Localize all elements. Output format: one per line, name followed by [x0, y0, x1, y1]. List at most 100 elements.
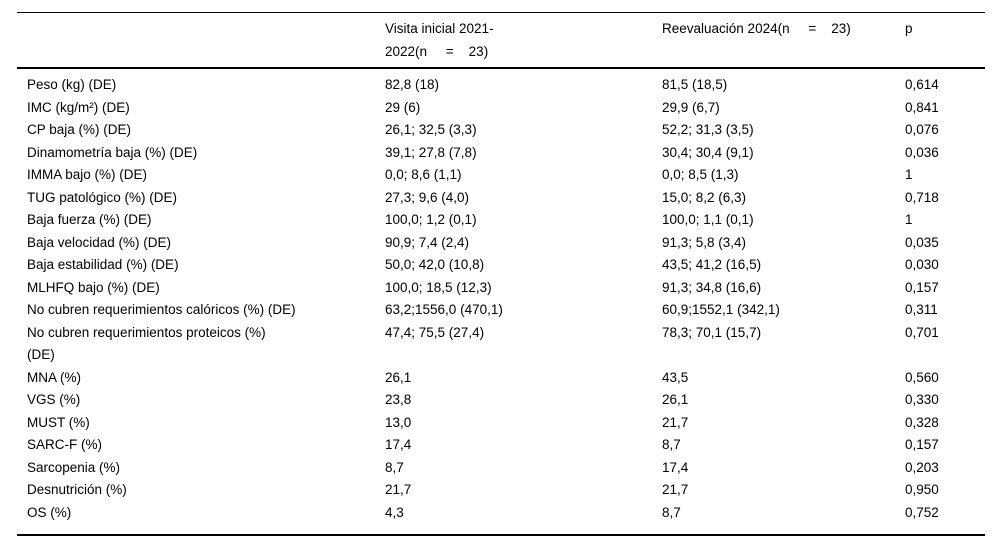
row-label-cell: MLHFQ bajo (%) (DE) [27, 279, 160, 295]
row-label-cell: OS (%) [27, 504, 72, 520]
reevaluacion-cell: 43,5; 41,2 (16,5) [662, 257, 762, 272]
row-label-cell: CP baja (%) (DE) [27, 122, 132, 137]
table-row: Peso (kg) (DE) 82,8 (18) 81,5 (18,5) 0,6… [17, 68, 985, 97]
header-row: Visita inicial 2021- 2022(n = 23) Reeval… [17, 12, 985, 69]
col-header-visita-inicial: Visita inicial 2021- 2022(n = 23) [385, 12, 662, 69]
paper-page: Visita inicial 2021- 2022(n = 23) Reeval… [17, 12, 985, 536]
row-label-cell: Peso (kg) (DE) [27, 77, 117, 92]
visita-inicial-cell: 26,1 [385, 369, 412, 385]
p-value-cell: 0,950 [905, 482, 939, 497]
visita-inicial-cell: 4,3 [385, 504, 404, 520]
row-label-cell: SARC-F (%) [27, 437, 102, 452]
table-row: MNA (%) 26,1 43,5 0,560 [17, 367, 985, 390]
table-row: Desnutrición (%) 21,7 21,7 0,950 [17, 479, 985, 502]
table-row: Baja fuerza (%) (DE) 100,0; 1,2 (0,1) 10… [17, 209, 985, 232]
p-value-cell: 0,752 [905, 504, 939, 520]
reevaluacion-cell: 15,0; 8,2 (6,3) [662, 189, 747, 205]
row-label-cell: Baja estabilidad (%) (DE) [27, 257, 179, 272]
visita-inicial-cell: 39,1; 27,8 (7,8) [385, 144, 477, 160]
table-row: Baja velocidad (%) (DE) 90,9; 7,4 (2,4) … [17, 232, 985, 255]
table-row: Sarcopenia (%) 8,7 17,4 0,203 [17, 457, 985, 480]
visita-inicial-cell: 26,1; 32,5 (3,3) [385, 122, 477, 137]
row-label-cell: MUST (%) [27, 414, 90, 430]
table-row: TUG patológico (%) (DE) 27,3; 9,6 (4,0) … [17, 187, 985, 210]
row-label-cell: No cubren requerimientos calóricos (%) (… [27, 302, 296, 317]
row-label-cell: Desnutrición (%) [27, 482, 127, 497]
row-label-cell: Baja fuerza (%) (DE) [27, 212, 152, 227]
results-table: Visita inicial 2021- 2022(n = 23) Reeval… [17, 12, 985, 536]
reevaluacion-cell: 26,1 [662, 392, 689, 407]
reevaluacion-cell: 8,7 [662, 504, 681, 520]
reevaluacion-cell: 21,7 [662, 414, 689, 430]
col-header-variable [17, 12, 385, 69]
visita-inicial-cell: 23,8 [385, 392, 412, 407]
table-row: Baja estabilidad (%) (DE) 50,0; 42,0 (10… [17, 254, 985, 277]
row-label-cell: TUG patológico (%) (DE) [27, 189, 178, 205]
visita-inicial-cell: 29 (6) [385, 99, 421, 115]
p-value-cell: 0,157 [905, 437, 939, 452]
row-label-cell: VGS (%) [27, 392, 81, 407]
visita-inicial-cell: 100,0; 1,2 (0,1) [385, 212, 477, 227]
table-row: OS (%) 4,3 8,7 0,752 [17, 502, 985, 536]
visita-inicial-cell: 82,8 (18) [385, 77, 440, 92]
reevaluacion-cell: 60,9;1552,1 (342,1) [662, 302, 780, 317]
table-row: SARC-F (%) 17,4 8,7 0,157 [17, 434, 985, 457]
table-row: VGS (%) 23,8 26,1 0,330 [17, 389, 985, 412]
visita-inicial-cell: 100,0; 18,5 (12,3) [385, 279, 492, 295]
table-row: CP baja (%) (DE) 26,1; 32,5 (3,3) 52,2; … [17, 119, 985, 142]
table-row: No cubren requerimientos calóricos (%) (… [17, 299, 985, 322]
table-row: IMC (kg/m²) (DE) 29 (6) 29,9 (6,7) 0,841 [17, 97, 985, 120]
p-value-cell: 0,036 [905, 144, 939, 160]
reevaluacion-cell: 91,3; 34,8 (16,6) [662, 279, 762, 295]
p-value-cell: 0,030 [905, 257, 939, 272]
visita-inicial-cell: 0,0; 8,6 (1,1) [385, 167, 462, 182]
visita-inicial-cell: 47,4; 75,5 (27,4) [385, 324, 485, 340]
table-row: Dinamometría baja (%) (DE) 39,1; 27,8 (7… [17, 142, 985, 165]
row-label-cell: No cubren requerimientos proteicos (%) (… [27, 324, 266, 363]
p-value-cell: 0,560 [905, 369, 939, 385]
reevaluacion-cell: 78,3; 70,1 (15,7) [662, 324, 762, 340]
p-value-cell: 0,841 [905, 99, 939, 115]
p-value-cell: 0,311 [905, 302, 938, 317]
p-value-cell: 1 [905, 167, 913, 182]
table-row: No cubren requerimientos proteicos (%) (… [17, 322, 985, 367]
visita-inicial-cell: 8,7 [385, 459, 404, 475]
row-label-cell: MNA (%) [27, 369, 81, 385]
visita-inicial-cell: 13,0 [385, 414, 412, 430]
reevaluacion-cell: 81,5 (18,5) [662, 77, 728, 92]
p-value-cell: 0,718 [905, 189, 939, 205]
reevaluacion-cell: 0,0; 8,5 (1,3) [662, 167, 739, 182]
reevaluacion-cell: 8,7 [662, 437, 681, 452]
reevaluacion-cell: 29,9 (6,7) [662, 99, 720, 115]
reevaluacion-cell: 43,5 [662, 369, 689, 385]
col-header-p: p [905, 12, 985, 69]
p-value-cell: 0,203 [905, 459, 939, 475]
table-row: MLHFQ bajo (%) (DE) 100,0; 18,5 (12,3) 9… [17, 277, 985, 300]
col-header-reevaluacion: Reevaluación 2024(n = 23) [662, 12, 905, 69]
visita-inicial-cell: 21,7 [385, 482, 412, 497]
table-row: IMMA bajo (%) (DE) 0,0; 8,6 (1,1) 0,0; 8… [17, 164, 985, 187]
visita-inicial-cell: 27,3; 9,6 (4,0) [385, 189, 470, 205]
row-label-cell: IMC (kg/m²) (DE) [27, 99, 130, 115]
row-label-cell: Sarcopenia (%) [27, 459, 121, 475]
row-label-cell: IMMA bajo (%) (DE) [27, 167, 148, 182]
p-value-cell: 0,157 [905, 279, 939, 295]
table-row: MUST (%) 13,0 21,7 0,328 [17, 412, 985, 435]
p-value-cell: 0,330 [905, 392, 939, 407]
table-body: Peso (kg) (DE) 82,8 (18) 81,5 (18,5) 0,6… [17, 68, 985, 535]
visita-inicial-cell: 63,2;1556,0 (470,1) [385, 302, 503, 317]
visita-inicial-cell: 17,4 [385, 437, 412, 452]
row-label-cell: Dinamometría baja (%) (DE) [27, 144, 198, 160]
p-value-cell: 0,035 [905, 234, 939, 250]
p-value-cell: 0,076 [905, 122, 939, 137]
p-value-cell: 1 [905, 212, 913, 227]
row-label-cell: Baja velocidad (%) (DE) [27, 234, 172, 250]
visita-inicial-cell: 90,9; 7,4 (2,4) [385, 234, 470, 250]
reevaluacion-cell: 21,7 [662, 482, 689, 497]
p-value-cell: 0,328 [905, 414, 939, 430]
reevaluacion-cell: 100,0; 1,1 (0,1) [662, 212, 754, 227]
p-value-cell: 0,614 [905, 77, 939, 92]
p-value-cell: 0,701 [905, 324, 939, 340]
reevaluacion-cell: 91,3; 5,8 (3,4) [662, 234, 747, 250]
visita-inicial-cell: 50,0; 42,0 (10,8) [385, 257, 485, 272]
